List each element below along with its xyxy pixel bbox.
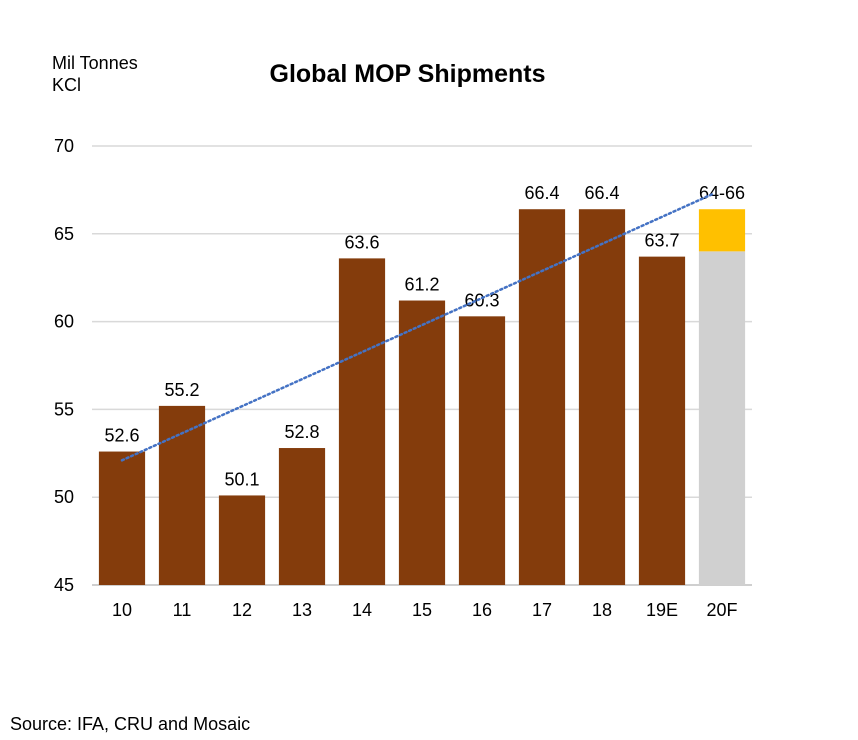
y-tick-label-65: 65 bbox=[54, 224, 74, 244]
trendline bbox=[120, 192, 716, 462]
bar-14 bbox=[338, 258, 386, 585]
y-tick-label-50: 50 bbox=[54, 487, 74, 507]
x-tick-label-12: 12 bbox=[232, 600, 252, 620]
bar-15 bbox=[398, 300, 446, 585]
bar-19E bbox=[638, 256, 686, 585]
bar-20F-base bbox=[698, 251, 746, 586]
data-label-19E: 63.7 bbox=[644, 231, 679, 251]
data-label-18: 66.4 bbox=[584, 183, 619, 203]
data-label-12: 50.1 bbox=[224, 469, 259, 489]
y-tick-label-60: 60 bbox=[54, 312, 74, 332]
x-tick-label-19E: 19E bbox=[646, 600, 678, 620]
bar-20F-range bbox=[698, 209, 746, 252]
data-label-15: 61.2 bbox=[404, 275, 439, 295]
y-tick-label-55: 55 bbox=[54, 399, 74, 419]
x-tick-label-16: 16 bbox=[472, 600, 492, 620]
y-tick-label-70: 70 bbox=[54, 136, 74, 156]
data-label-11: 55.2 bbox=[164, 380, 199, 400]
y-axis-unit-line-2: KCl bbox=[52, 75, 82, 95]
bar-13 bbox=[278, 448, 326, 585]
bar-16 bbox=[458, 316, 506, 585]
y-tick-label-45: 45 bbox=[54, 575, 74, 595]
x-tick-label-13: 13 bbox=[292, 600, 312, 620]
data-label-20F: 64-66 bbox=[699, 183, 745, 203]
y-axis-unit-line-1: Mil Tonnes bbox=[52, 53, 138, 73]
x-tick-label-11: 11 bbox=[173, 600, 192, 620]
bar-10 bbox=[98, 451, 146, 585]
data-label-14: 63.6 bbox=[344, 232, 379, 252]
x-tick-label-18: 18 bbox=[592, 600, 612, 620]
x-tick-label-15: 15 bbox=[412, 600, 432, 620]
bar-17 bbox=[518, 209, 566, 585]
x-tick-label-14: 14 bbox=[352, 600, 372, 620]
x-tick-label-10: 10 bbox=[112, 600, 132, 620]
x-tick-label-20F: 20F bbox=[706, 600, 737, 620]
bar-18 bbox=[578, 209, 626, 585]
x-tick-label-17: 17 bbox=[532, 600, 552, 620]
data-label-10: 52.6 bbox=[104, 426, 139, 446]
data-label-16: 60.3 bbox=[464, 290, 499, 310]
data-label-17: 66.4 bbox=[524, 183, 559, 203]
bar-11 bbox=[158, 405, 206, 585]
source-note: Source: IFA, CRU and Mosaic bbox=[10, 714, 251, 734]
chart-title: Global MOP Shipments bbox=[269, 60, 546, 88]
data-label-13: 52.8 bbox=[284, 422, 319, 442]
bar-12 bbox=[218, 495, 266, 585]
